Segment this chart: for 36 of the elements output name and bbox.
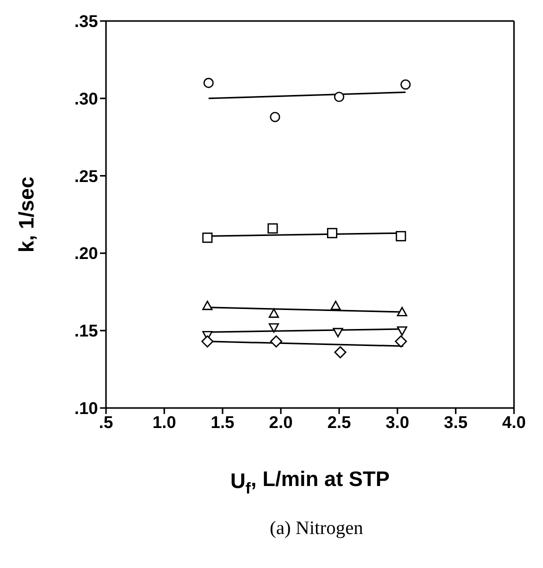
point: [400, 79, 411, 90]
y-tick-label: .20: [74, 244, 98, 264]
text: (a) Nitrogen: [268, 518, 364, 540]
point: [332, 328, 344, 338]
y-tick-label: .30: [74, 89, 98, 108]
point: [270, 335, 282, 348]
point: [201, 335, 214, 348]
y-tick-label: .15: [74, 322, 98, 341]
y-tick-label: .10: [74, 399, 98, 418]
point: [396, 326, 408, 336]
x-axis-title: U$_{f}$, L/min at STP: [230, 468, 390, 498]
point: [327, 228, 338, 238]
point: [330, 300, 341, 310]
point: [396, 306, 408, 316]
point: [394, 335, 407, 348]
x-tick-label: 1.0: [152, 413, 176, 432]
y-tick-label: .25: [74, 166, 98, 186]
point: [268, 308, 280, 318]
point: [268, 223, 278, 234]
x-tick-label: 1.5: [210, 413, 234, 432]
y-axis-title: k, 1/sec: [15, 176, 38, 252]
x-tick-label: 2.5: [327, 413, 351, 432]
point: [270, 112, 280, 122]
point: [202, 300, 213, 310]
x-tick-label: 3.0: [386, 413, 410, 432]
x-tick-label: .5: [98, 413, 114, 432]
point: [334, 92, 344, 102]
point: [268, 323, 280, 333]
x-tick-label: 3.5: [444, 413, 468, 432]
y-tick-label: .35: [74, 12, 98, 32]
x-tick-label: 2.0: [269, 413, 293, 432]
point: [334, 346, 346, 358]
point: [203, 78, 214, 88]
x-tick-label: 4.0: [502, 413, 526, 432]
point: [396, 231, 406, 242]
point: [202, 232, 213, 243]
